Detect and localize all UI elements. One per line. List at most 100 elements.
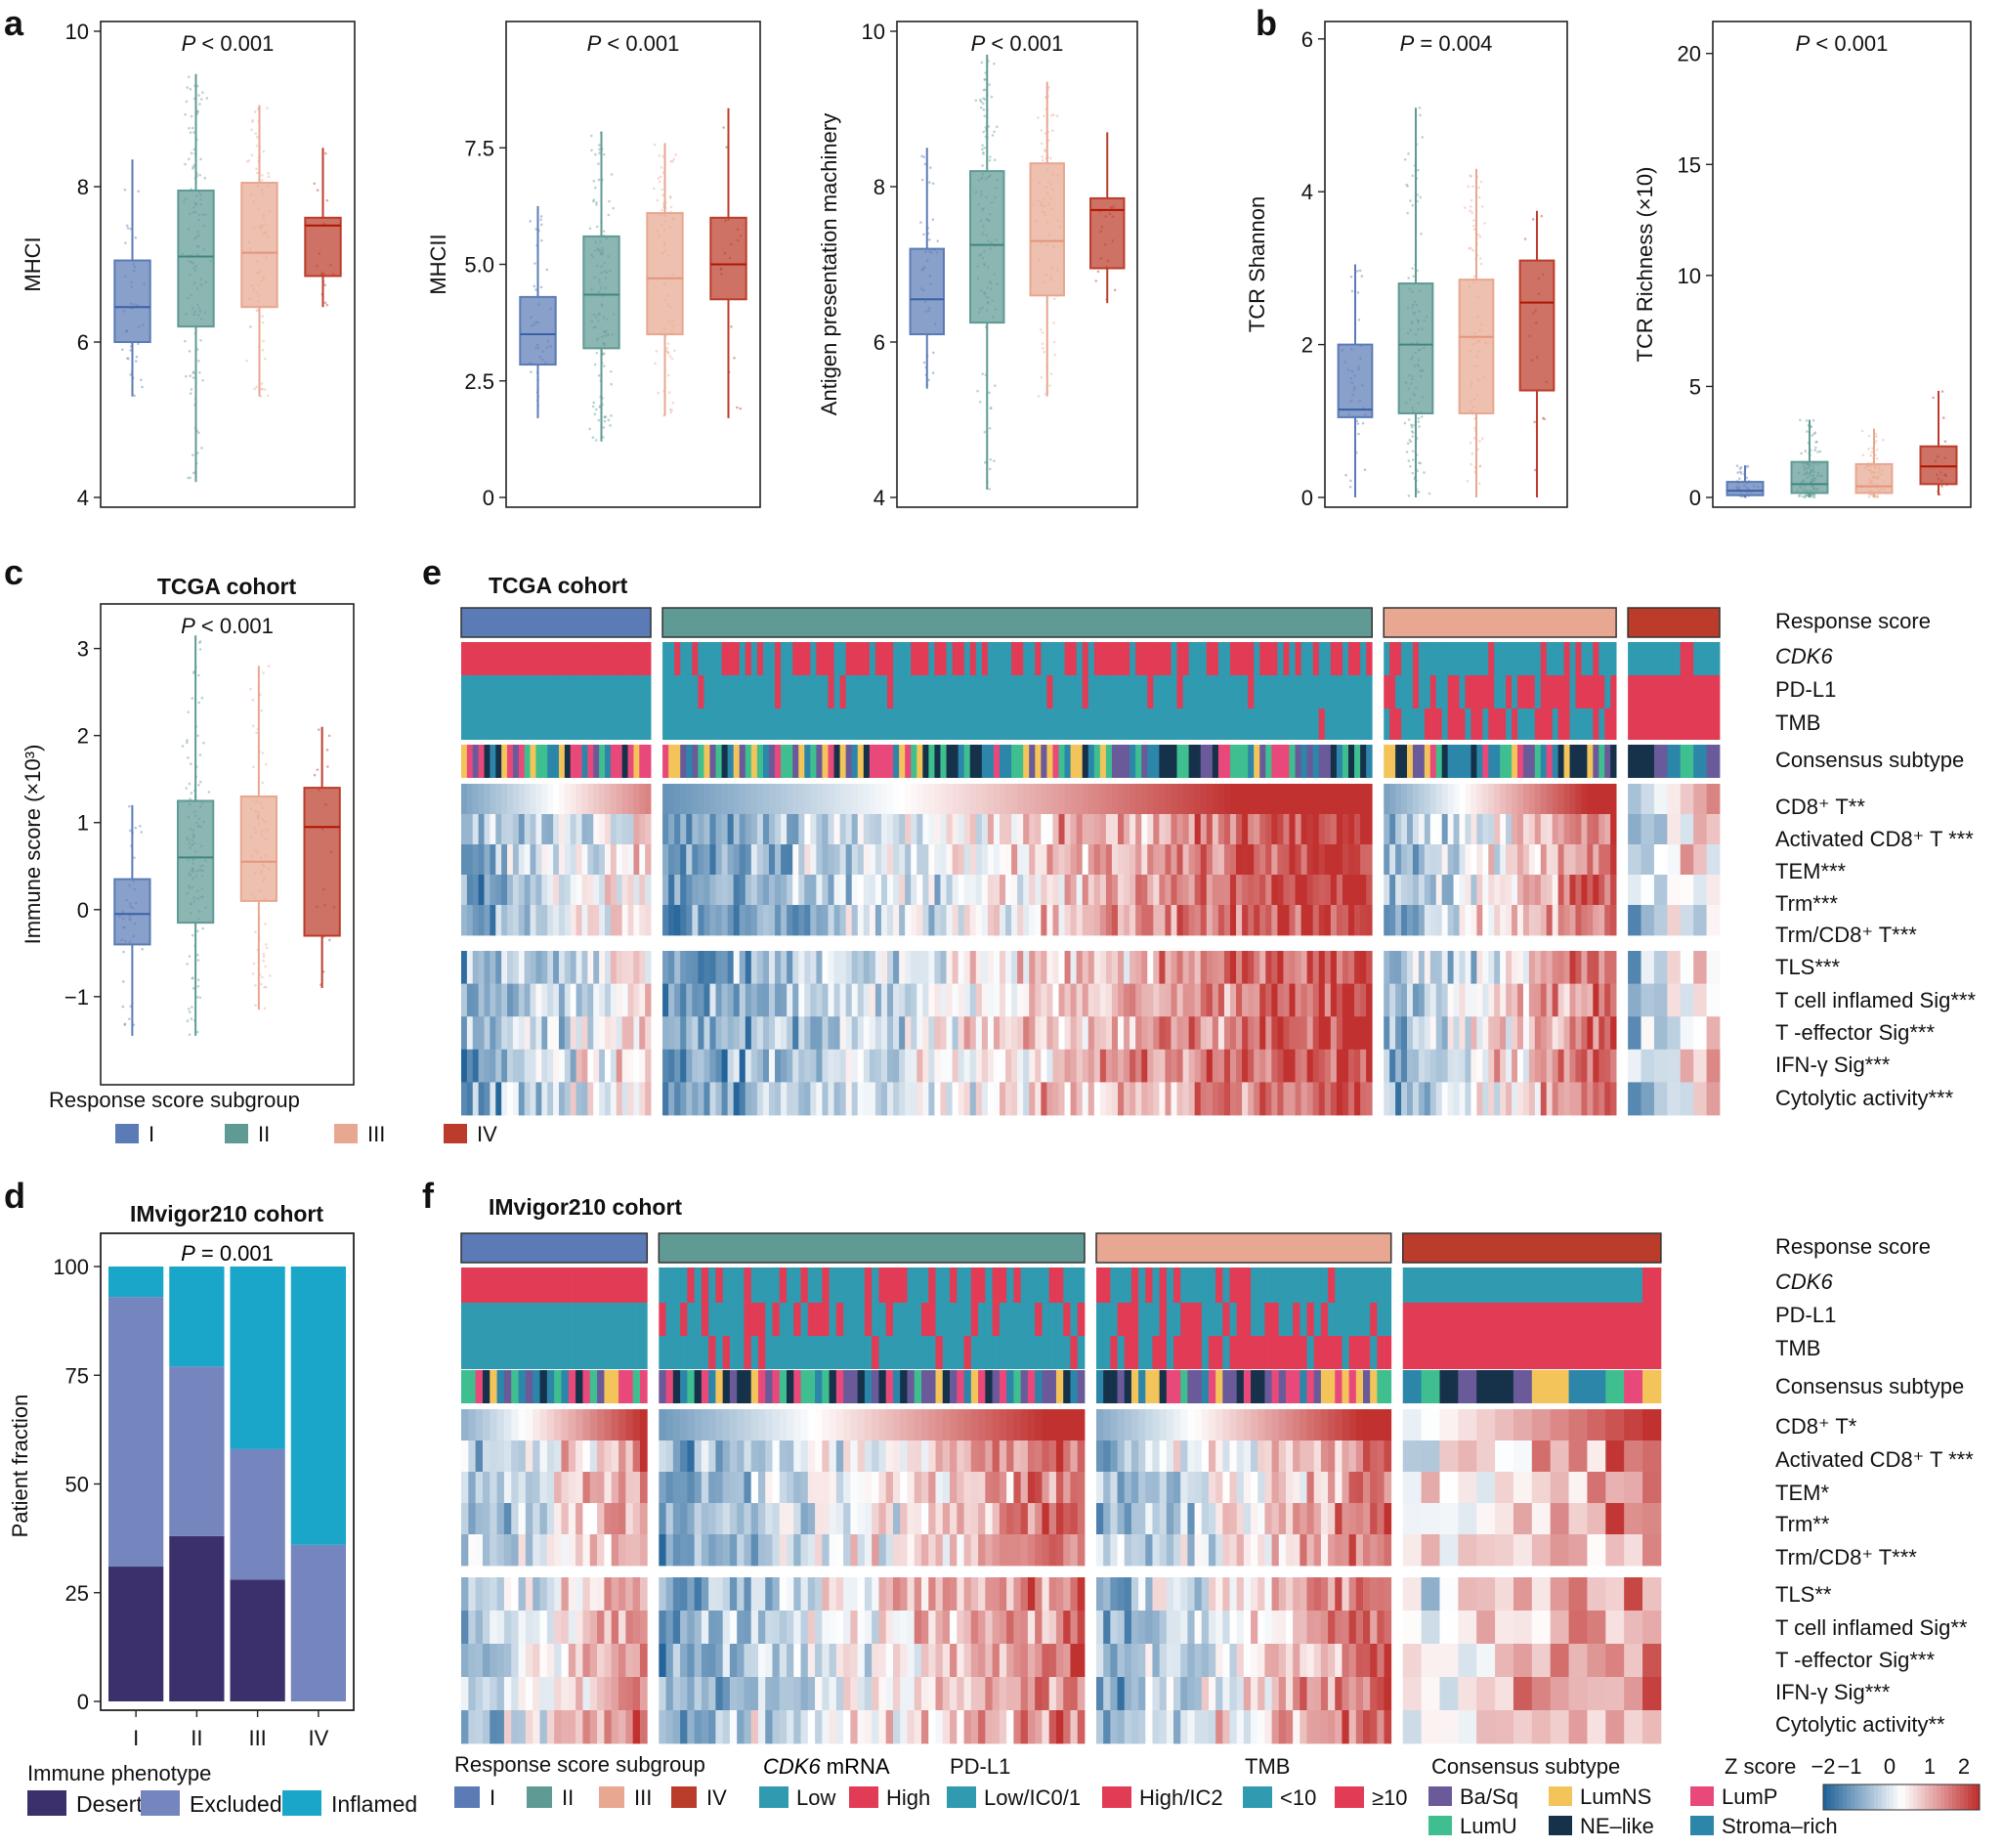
heat-cell <box>1176 951 1183 984</box>
heat-cell <box>1046 983 1053 1017</box>
data-point <box>669 410 673 414</box>
tmb-cell <box>1610 709 1617 740</box>
heat-cell <box>587 844 594 876</box>
data-point <box>1419 195 1423 199</box>
tmb-cell <box>762 709 770 740</box>
heat-cell <box>645 875 652 906</box>
heat-cell <box>1540 905 1548 936</box>
heat-cell <box>639 1016 646 1051</box>
pdl1-cell <box>478 675 485 709</box>
heat-cell <box>1488 905 1495 936</box>
y-tick-label: 100 <box>53 1255 89 1279</box>
row-label: CDK6 <box>1775 644 1833 668</box>
heat-cell <box>816 814 823 845</box>
cdk6-cell <box>547 642 554 675</box>
heat-cell <box>546 1440 555 1473</box>
heat-cell <box>1667 784 1682 815</box>
pdl1-cell <box>1581 675 1588 709</box>
cdk6-cell <box>887 642 894 675</box>
cdk6-cell <box>1667 642 1682 675</box>
data-point <box>736 406 739 409</box>
heat-cell <box>787 983 793 1017</box>
heat-cell <box>851 844 859 876</box>
heat-cell <box>993 814 1001 845</box>
subtype-cell <box>822 745 829 778</box>
pdl1-cell <box>715 675 722 709</box>
heat-cell <box>1706 983 1721 1017</box>
pdl1-cell <box>668 675 675 709</box>
data-point <box>196 978 200 981</box>
heat-cell <box>1593 1049 1599 1083</box>
pdl1-cell <box>1557 675 1564 709</box>
row-label: Response score <box>1775 609 1931 633</box>
heat-cell <box>621 1016 628 1051</box>
subtype-cell <box>987 745 995 778</box>
heat-cell <box>1082 1049 1089 1083</box>
pdl1-cell <box>501 675 508 709</box>
heat-cell <box>946 983 953 1017</box>
data-point <box>1477 482 1481 486</box>
pdl1-cell <box>869 675 876 709</box>
subtype-cell <box>709 745 716 778</box>
subtype-cell <box>518 745 526 778</box>
pdl1-cell <box>1598 675 1605 709</box>
heat-cell <box>539 1409 548 1441</box>
p-value-label: P = 0.001 <box>181 1241 274 1266</box>
heat-cell <box>1271 983 1278 1017</box>
heat-cell <box>1354 814 1361 845</box>
heat-cell <box>1135 844 1142 876</box>
heat-cell <box>512 951 520 984</box>
tmb-cell <box>605 709 612 740</box>
heat-cell <box>833 814 840 845</box>
heat-cell <box>1052 784 1059 815</box>
heat-cell <box>1017 951 1024 984</box>
heat-cell <box>1384 875 1390 906</box>
data-point <box>1418 425 1421 428</box>
heat-cell <box>1165 983 1172 1017</box>
heat-cell <box>659 1503 666 1535</box>
heat-cell <box>674 814 681 845</box>
heat-cell <box>1593 1016 1599 1051</box>
subtype-cell <box>1366 745 1373 778</box>
subtype-cell <box>928 745 935 778</box>
subtype-cell <box>1035 745 1042 778</box>
data-point <box>1533 420 1536 424</box>
heat-cell <box>857 951 865 984</box>
tmb-cell <box>466 709 474 740</box>
heat-cell <box>605 905 612 936</box>
heat-cell <box>1598 814 1605 845</box>
pdl1-cell <box>1118 675 1125 709</box>
heat-cell <box>857 1016 865 1051</box>
cdk6-cell <box>756 642 764 675</box>
heat-cell <box>1217 814 1225 845</box>
pdl1-cell <box>781 675 788 709</box>
y-tick-label: 10 <box>65 20 89 44</box>
heat-cell <box>1118 951 1125 984</box>
heat-cell <box>639 784 646 815</box>
heat-cell <box>503 1503 512 1535</box>
heat-cell <box>1540 814 1548 845</box>
bar-excluded-I <box>108 1297 164 1568</box>
heat-cell <box>518 983 526 1017</box>
cdk6-cell <box>587 642 594 675</box>
data-point <box>539 223 543 227</box>
data-point <box>198 103 201 106</box>
data-point <box>185 741 189 745</box>
tmb-cell <box>899 709 906 740</box>
heat-cell <box>1046 784 1053 815</box>
heat-cell <box>1035 1016 1042 1051</box>
pdl1-cell <box>484 675 490 709</box>
heat-cell <box>1076 1082 1084 1116</box>
pdl1-cell <box>1029 675 1036 709</box>
pdl1-cell <box>816 675 823 709</box>
heat-cell <box>911 875 917 906</box>
cdk6-cell <box>828 642 834 675</box>
heat-cell <box>969 1016 977 1051</box>
cdk6-cell <box>1099 642 1107 675</box>
cdk6-cell <box>1342 642 1349 675</box>
heat-cell <box>1354 784 1361 815</box>
tmb-cell <box>928 709 935 740</box>
data-point <box>1357 432 1360 436</box>
heat-cell <box>1587 1016 1594 1051</box>
heat-cell <box>665 1409 674 1441</box>
